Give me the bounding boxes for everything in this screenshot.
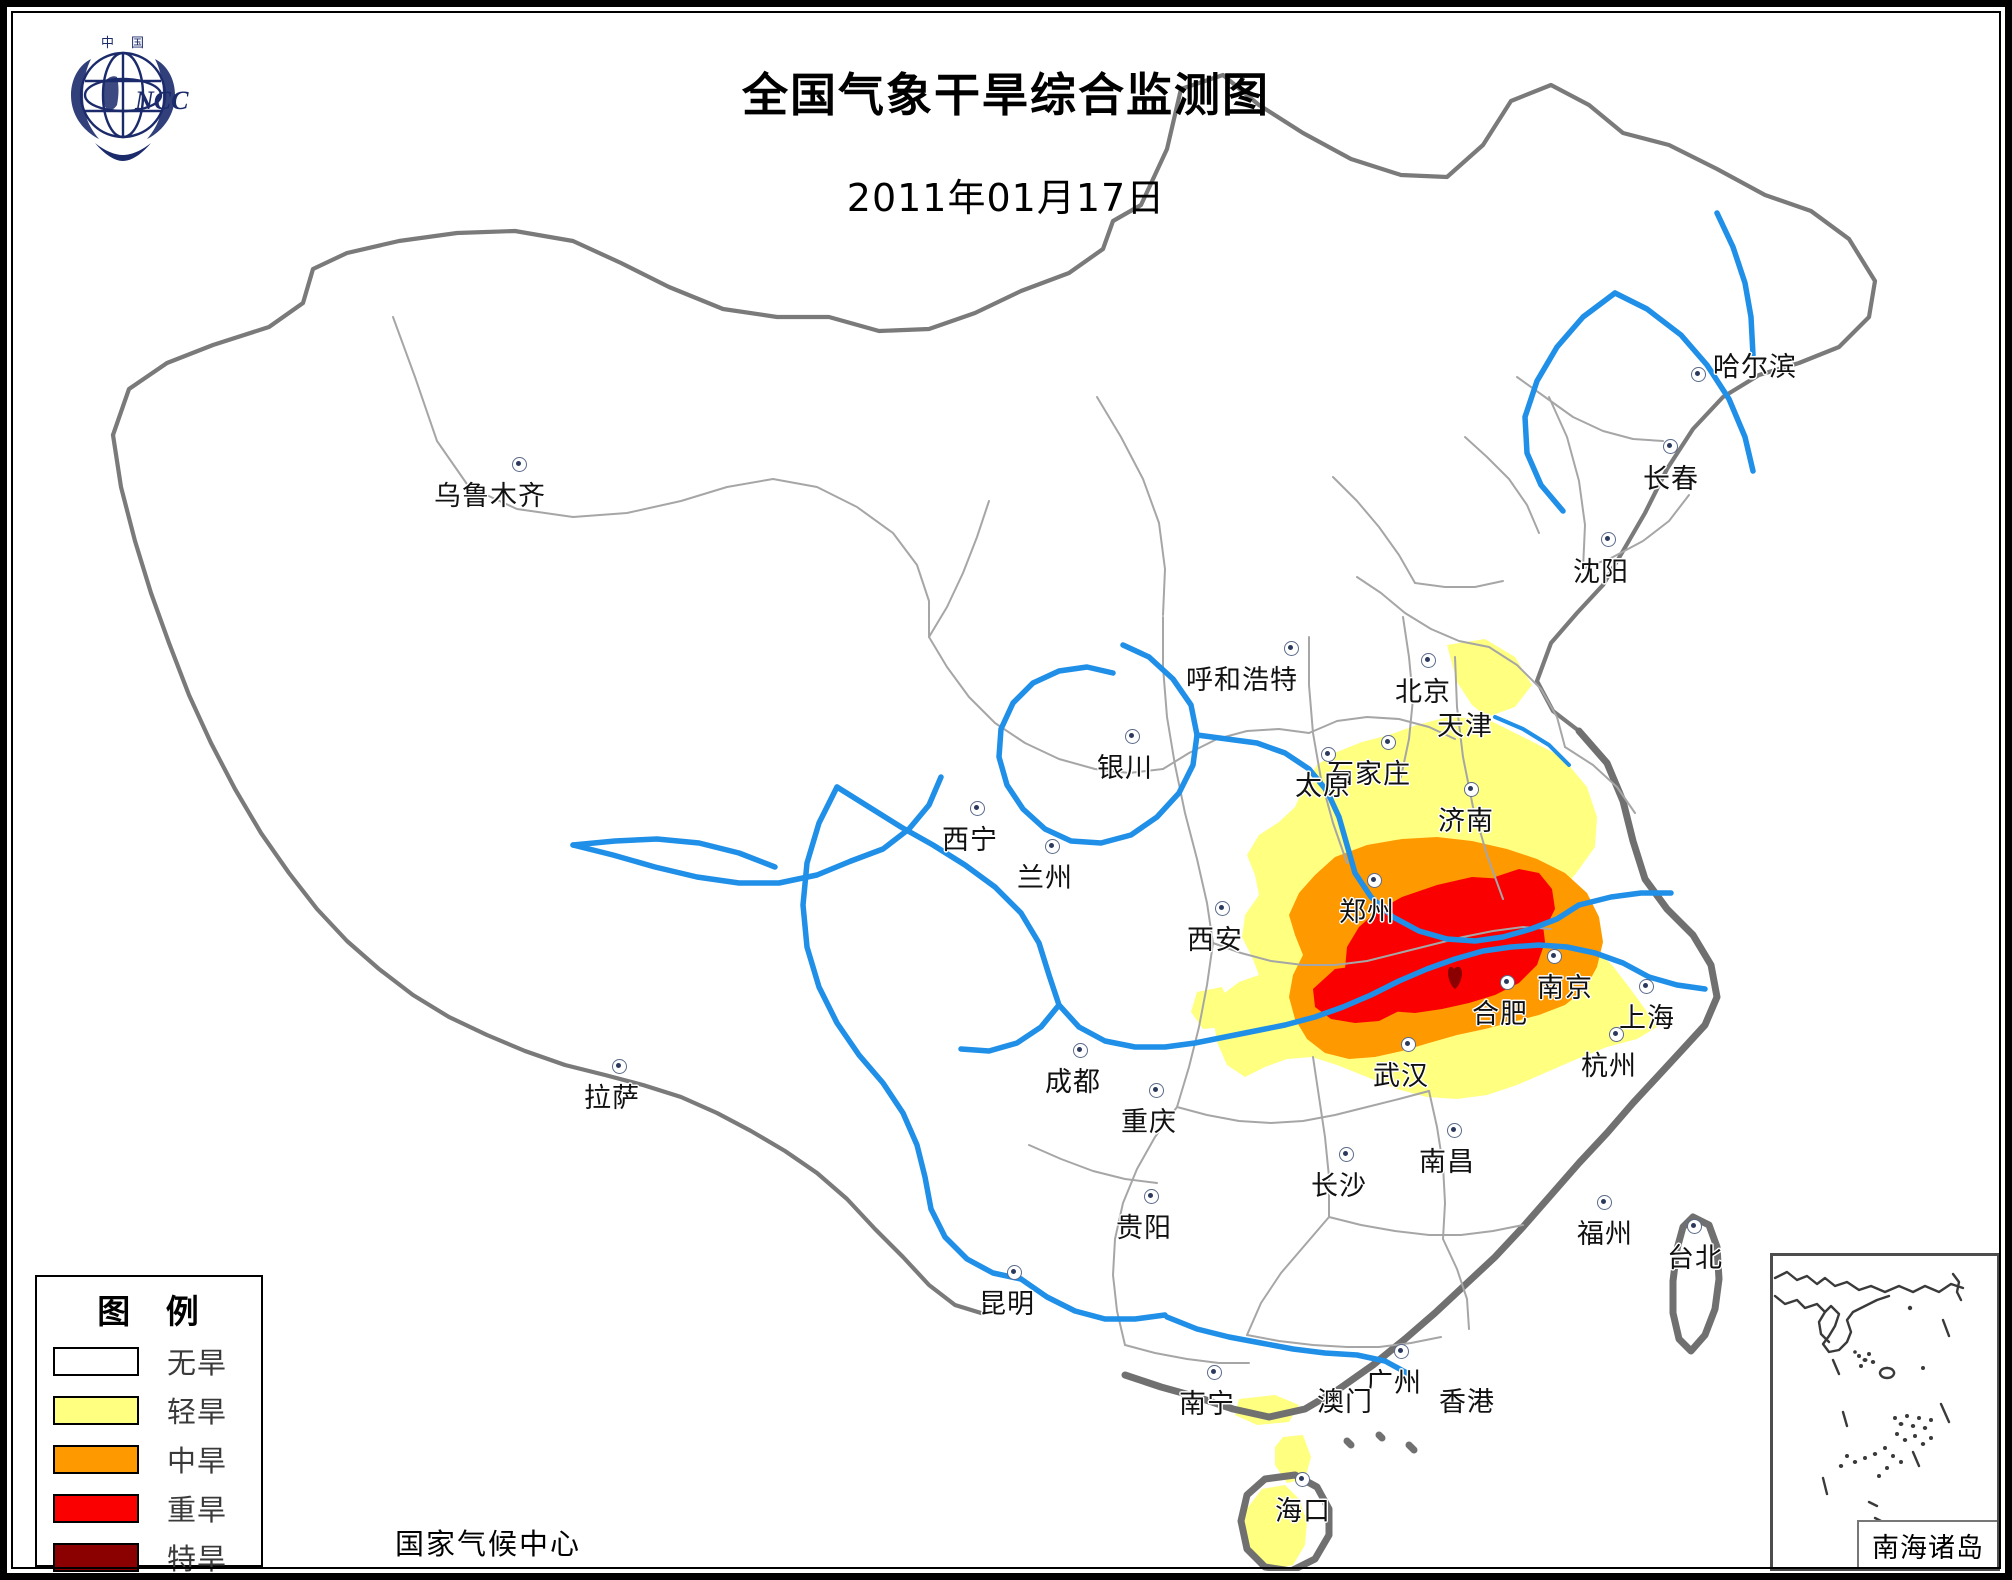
legend-label: 重旱 [167, 1493, 228, 1527]
legend-item: 中旱 [53, 1438, 261, 1480]
china-map-svg [110, 72, 1878, 1571]
national-border [110, 72, 1878, 1316]
legend-label: 轻旱 [167, 1395, 228, 1429]
inset-map-svg [1773, 1270, 1965, 1524]
legend-box: 图 例 无旱轻旱中旱重旱特旱 [35, 1275, 263, 1573]
page-title: 全国气象干旱综合监测图 [742, 68, 1270, 122]
ncc-logo: NCC 中 国 [43, 29, 203, 174]
map-canvas [17, 17, 2003, 1571]
legend-rows: 无旱轻旱中旱重旱特旱 [37, 1340, 261, 1576]
legend-item: 无旱 [53, 1340, 261, 1382]
coastline [1121, 727, 1723, 1571]
legend-swatch [53, 1542, 139, 1572]
legend-item: 轻旱 [53, 1389, 261, 1431]
south-china-sea-inset: 南海诸岛 [1770, 1253, 2000, 1571]
rivers [570, 210, 1756, 1376]
legend-item: 重旱 [53, 1487, 261, 1529]
legend-label: 无旱 [167, 1346, 228, 1380]
ncc-logo-svg: NCC 中 国 [71, 36, 189, 161]
svg-text:中: 中 [101, 36, 114, 51]
legend-label: 特旱 [167, 1542, 228, 1576]
legend-label: 中旱 [167, 1444, 228, 1478]
inset-label: 南海诸岛 [1857, 1520, 1997, 1568]
drought-layer-extreme [1448, 966, 1462, 989]
svg-text:NCC: NCC [134, 86, 189, 115]
legend-item: 特旱 [53, 1536, 261, 1576]
legend-swatch [53, 1395, 139, 1425]
drought-layer-light [1191, 639, 1657, 1569]
legend-title: 图 例 [97, 1292, 211, 1331]
east-coast-water [1493, 715, 1571, 767]
map-date: 2011年01月17日 [846, 176, 1166, 220]
credit-text: 国家气候中心 [395, 1527, 582, 1561]
legend-swatch [53, 1346, 139, 1376]
legend-swatch [53, 1493, 139, 1523]
legend-swatch [53, 1444, 139, 1474]
svg-text:国: 国 [131, 36, 144, 51]
